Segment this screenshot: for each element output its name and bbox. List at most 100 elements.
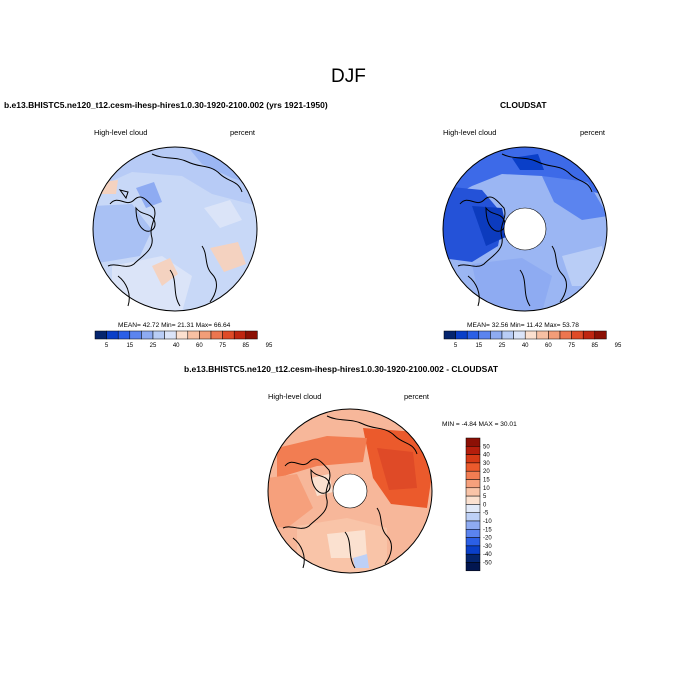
diff-colorbar-bin <box>465 437 481 447</box>
left-field-region-9 <box>136 182 162 208</box>
left-colorbar: 5 15 25 40 60 75 85 95 <box>94 330 273 349</box>
left-colorbar-tick-label: 15 <box>126 343 133 349</box>
diff-colorbar-tick-label: 5 <box>483 494 487 500</box>
left-colorbar-bin <box>152 330 165 340</box>
diff-colorbar-bin <box>465 529 481 538</box>
diff-colorbar-tick-label: -50 <box>483 561 492 567</box>
right-colorbar-tick-label: 60 <box>545 343 552 349</box>
right-colorbar-tick-label: 95 <box>615 343 622 349</box>
left-colorbar-bin <box>222 330 235 340</box>
left-map-border <box>92 146 258 312</box>
left-colorbar-bin <box>199 330 212 340</box>
right-colorbar-bin <box>513 330 526 340</box>
diff-colorbar-tick-label: 40 <box>483 453 490 459</box>
diff-case-title: b.e13.BHISTC5.ne120_t12.cesm-ihesp-hires… <box>184 364 499 374</box>
diff-polar-map <box>267 408 433 574</box>
right-colorbar-bin <box>594 330 607 340</box>
right-field-region-1 <box>443 147 607 202</box>
right-colorbar-bin <box>536 330 549 340</box>
diff-field-region-6 <box>327 530 367 558</box>
right-colorbar-bin <box>582 330 596 340</box>
diff-colorbar-tick-label: 50 <box>483 444 490 450</box>
right-colorbar-bin <box>571 330 584 340</box>
left-colorbar-bin <box>164 330 177 340</box>
right-colorbar: 5 15 25 40 60 75 85 95 <box>443 330 622 349</box>
diff-colorbar-bin <box>465 520 481 530</box>
left-field-region-7 <box>100 180 118 194</box>
left-colorbar-bin <box>106 330 119 340</box>
right-colorbar-tick-label: 85 <box>591 343 598 349</box>
right-polar-gap <box>503 207 547 251</box>
right-coastlines <box>457 153 593 307</box>
right-case-title: CLOUDSAT <box>500 100 547 110</box>
diff-colorbar-bin <box>465 462 481 472</box>
diff-colorbar-bin <box>465 479 481 489</box>
right-map-border <box>442 146 608 312</box>
right-colorbar-bin <box>466 330 480 340</box>
diff-field-region-2 <box>377 448 417 490</box>
left-colorbar-bin <box>94 330 107 340</box>
left-colorbar-bin <box>210 330 223 340</box>
left-field-region-5 <box>152 258 178 286</box>
left-field-region-8 <box>204 200 242 228</box>
diff-polar-gap <box>332 473 368 509</box>
diff-coastlines <box>282 415 418 569</box>
left-colorbar-bin <box>245 330 258 340</box>
diff-colorbar-tick-label: 0 <box>483 502 487 508</box>
diff-colorbar-bin <box>465 446 481 455</box>
diff-variable-label: High-level cloud <box>268 392 322 401</box>
right-colorbar-tick-label: 15 <box>475 343 482 349</box>
diff-colorbar-tick-label: 15 <box>483 478 490 484</box>
left-colorbar-bin <box>117 330 131 340</box>
right-polar-map <box>442 146 608 312</box>
right-colorbar-bin <box>548 330 561 340</box>
left-colorbar-tick-label: 25 <box>150 343 157 349</box>
diff-colorbar-bin <box>465 487 481 497</box>
diff-stats: MIN = -4.84 MAX = 30.01 <box>442 421 517 428</box>
diff-colorbar-tick-label: -10 <box>483 519 492 525</box>
diff-colorbar-tick-label: -5 <box>483 511 489 517</box>
figure-title: DJF <box>331 66 366 87</box>
right-colorbar-tick-label: 5 <box>454 343 458 349</box>
diff-units-label: percent <box>404 392 430 401</box>
diff-colorbar-tick-label: -20 <box>483 536 492 542</box>
left-colorbar-tick-label: 5 <box>105 343 109 349</box>
left-polar-map <box>92 146 258 312</box>
right-field-region-5 <box>472 258 552 311</box>
diff-colorbar-bin <box>465 545 481 555</box>
diff-map-border <box>267 408 433 574</box>
left-colorbar-bin <box>141 330 154 340</box>
diff-colorbar-tick-label: 20 <box>483 469 490 475</box>
right-colorbar-bin <box>490 330 503 340</box>
right-colorbar-bin <box>443 330 456 340</box>
right-variable-label: High-level cloud <box>443 128 497 137</box>
diff-colorbar-bin <box>465 512 481 522</box>
diff-colorbar-bin <box>465 495 481 505</box>
right-field-region-4 <box>542 176 607 220</box>
left-colorbar-tick-label: 75 <box>219 343 226 349</box>
diff-colorbar-bin <box>465 454 481 464</box>
left-field-region-6 <box>210 242 246 272</box>
right-colorbar-tick-label: 40 <box>522 343 529 349</box>
diff-colorbar-tick-label: 30 <box>483 461 490 467</box>
left-variable-label: High-level cloud <box>94 128 148 137</box>
left-coastlines <box>107 153 243 307</box>
left-colorbar-tick-label: 85 <box>242 343 249 349</box>
right-colorbar-tick-label: 75 <box>568 343 575 349</box>
left-stats: MEAN= 42.72 Min= 21.31 Max= 66.64 <box>118 322 231 329</box>
left-colorbar-tick-label: 95 <box>266 343 273 349</box>
right-stats: MEAN= 32.56 Min= 11.42 Max= 53.78 <box>467 322 579 329</box>
left-units-label: percent <box>230 128 256 137</box>
left-colorbar-bin <box>187 330 200 340</box>
right-colorbar-bin <box>501 330 514 340</box>
diff-field-region-7 <box>353 554 369 568</box>
right-units-label: percent <box>580 128 606 137</box>
diff-colorbar-bin <box>465 562 481 572</box>
left-case-title: b.e13.BHISTC5.ne120_t12.cesm-ihesp-hires… <box>4 100 328 110</box>
diff-field-region-3 <box>277 436 367 478</box>
left-colorbar-bin <box>233 330 247 340</box>
diff-colorbar-bin <box>465 470 481 480</box>
diff-colorbar-bin <box>465 553 481 563</box>
diff-field-region-4 <box>268 474 313 528</box>
